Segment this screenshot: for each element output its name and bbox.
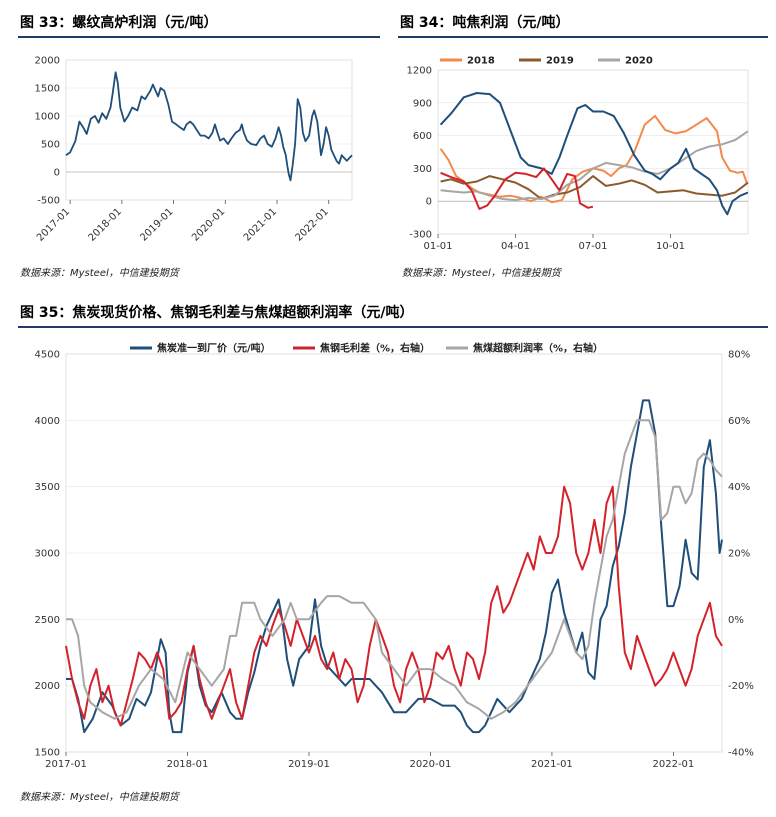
y2-tick-label: 60% (728, 416, 750, 427)
series-line-1 (440, 175, 749, 200)
x-tick-label: 2020-01 (410, 759, 452, 770)
x-tick-label: 2017-01 (35, 206, 72, 243)
y-tick-label: 0 (426, 197, 432, 208)
y-tick-label: 1500 (35, 84, 60, 95)
y-tick-label: 2500 (35, 615, 60, 626)
legend-label-2: 焦煤超额利润率（%，右轴） (472, 342, 603, 355)
y2-tick-label: -40% (728, 748, 754, 759)
x-tick-label: 04-01 (501, 241, 530, 252)
figure-35-rule (18, 326, 768, 328)
x-tick-label: 01-01 (423, 241, 452, 252)
y-tick-label: 1000 (35, 112, 60, 123)
y-tick-label: 4500 (35, 350, 60, 361)
series-line-2 (66, 419, 723, 720)
x-tick-label: 2018-01 (87, 206, 124, 243)
figure-35: 图 35：焦炭现货价格、焦钢毛利差与焦煤超额利润率（元/吨） 4500 4000 3… (0, 290, 776, 817)
x-tick-label: 10-01 (656, 241, 685, 252)
figure-35-chart: 4500 4000 3500 3000 2500 2000 1500 80% 60% 40% 20%… (35, 342, 754, 771)
y-tick-label: 4000 (35, 416, 60, 427)
legend-label-2: 2020 (625, 56, 653, 67)
y-tick-label: -500 (37, 196, 60, 207)
legend-label-1: 焦钢毛利差（%，右轴） (319, 342, 430, 355)
series-line-2 (440, 130, 749, 202)
y2-tick-label: 40% (728, 482, 750, 493)
y-tick-label: 500 (41, 140, 60, 151)
legend-label-0: 2018 (467, 56, 495, 67)
figure-35-title: 图 35：焦炭现货价格、焦钢毛利差与焦煤超额利润率（元/吨） (20, 305, 414, 321)
series-line-1 (65, 485, 723, 727)
figure-35-source: 数据来源：Mysteel，中信建投期货 (20, 792, 179, 803)
figure-34-rule (398, 36, 768, 38)
series-line-4 (440, 167, 594, 210)
y-tick-label: 2000 (35, 681, 60, 692)
legend-label-1: 2019 (546, 56, 574, 67)
x-tick-label: 2017-01 (45, 759, 87, 770)
y-tick-label: 1200 (407, 66, 432, 77)
figure-33: 图 33：螺纹高炉利润（元/吨） 2000 1500 1000 500 0 -500 201… (0, 0, 390, 290)
y-tick-label: 2000 (35, 56, 60, 67)
x-tick-label: 2018-01 (167, 759, 209, 770)
figure-34-title: 图 34：吨焦利润（元/吨） (400, 15, 570, 31)
x-tick-label: 2022-01 (653, 759, 695, 770)
figure-34: 图 34：吨焦利润（元/吨） 1200 900 600 300 0 -300 01-01 04… (390, 0, 776, 290)
y-tick-label: 1500 (35, 748, 60, 759)
y2-tick-label: -20% (728, 681, 754, 692)
y-tick-label: -300 (409, 230, 432, 241)
y-tick-label: 0 (54, 168, 60, 179)
y-tick-label: 3500 (35, 482, 60, 493)
y-tick-label: 600 (413, 131, 432, 142)
figure-34-source: 数据来源：Mysteel，中信建投期货 (402, 268, 561, 279)
x-tick-label: 2022-01 (294, 206, 331, 243)
series-line-0 (65, 71, 353, 182)
y2-tick-label: 20% (728, 549, 750, 560)
series-line-0 (66, 399, 723, 734)
figure-33-rule (18, 36, 380, 38)
series-line-0 (439, 114, 748, 204)
x-tick-label: 2020-01 (190, 206, 227, 243)
x-tick-label: 2019-01 (288, 759, 330, 770)
x-tick-label: 2019-01 (138, 206, 175, 243)
legend-label-0: 焦炭准一到厂价（元/吨） (156, 342, 271, 355)
series-line-3 (439, 92, 749, 216)
y-tick-label: 3000 (35, 549, 60, 560)
x-tick-label: 2021-01 (242, 206, 279, 243)
y2-tick-label: 0% (728, 615, 744, 626)
y-tick-label: 300 (413, 164, 432, 175)
x-tick-label: 2021-01 (531, 759, 573, 770)
y2-tick-label: 80% (728, 350, 750, 361)
x-tick-label: 07-01 (578, 241, 607, 252)
y-tick-label: 900 (413, 98, 432, 109)
figure-33-title: 图 33：螺纹高炉利润（元/吨） (20, 15, 218, 31)
figure-33-source: 数据来源：Mysteel，中信建投期货 (20, 268, 179, 279)
